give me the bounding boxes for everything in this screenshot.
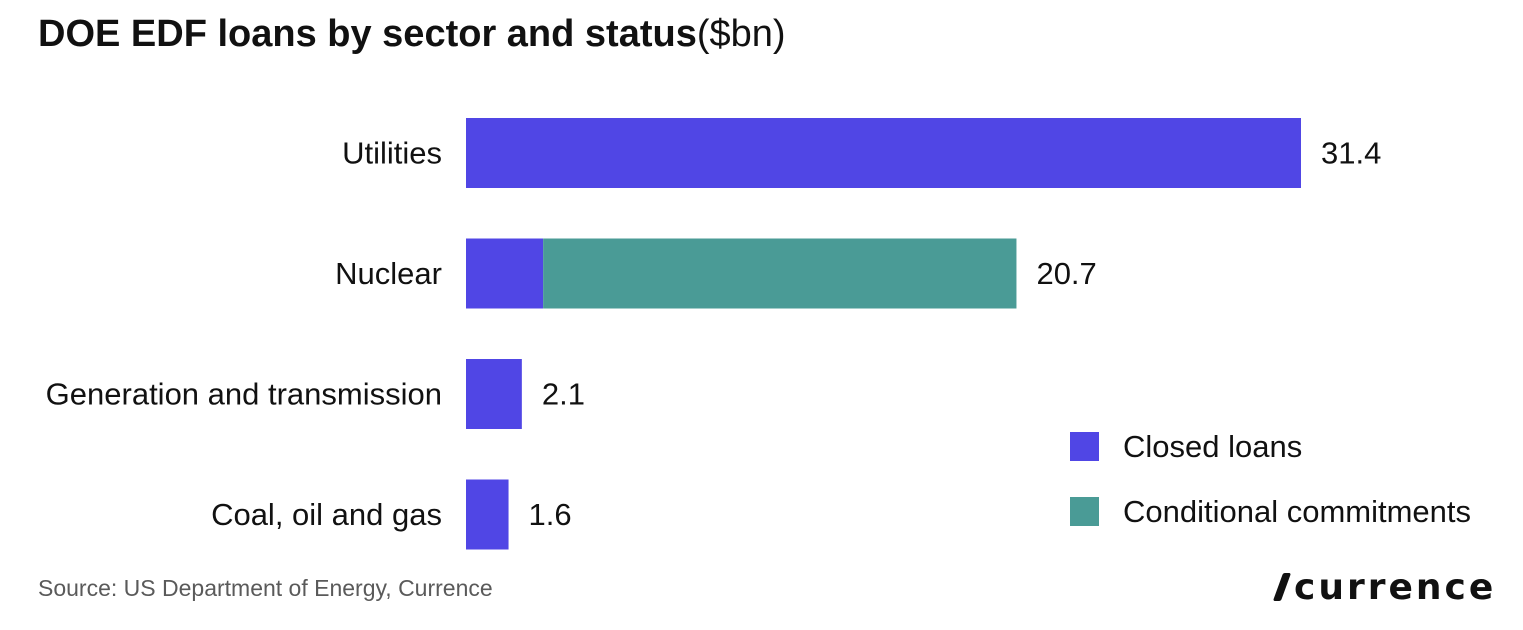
bar-utilities-closed-loans: [466, 118, 1301, 188]
legend-swatch-conditional-commitments: [1070, 497, 1099, 526]
legend-label-conditional-commitments: Conditional commitments: [1123, 494, 1471, 529]
bar-generation-and-transmission-closed-loans: [466, 359, 522, 429]
source-note: Source: US Department of Energy, Currenc…: [38, 575, 493, 601]
value-label-nuclear: 20.7: [1036, 256, 1096, 291]
chart-title-unit: ($bn): [696, 13, 786, 55]
legend-label-closed-loans: Closed loans: [1123, 429, 1302, 464]
category-label-generation-and-transmission: Generation and transmission: [46, 377, 442, 412]
bar-coal-oil-and-gas-closed-loans: [466, 479, 509, 550]
bars-layer: Utilities 31.4 Nuclear 20.7 Generation and t…: [46, 118, 1381, 550]
bar-nuclear-conditional-commitments: [543, 238, 1017, 309]
category-label-utilities: Utilities: [342, 136, 442, 171]
chart-title: DOE EDF loans by sector and status($bn): [38, 10, 786, 58]
currence-logo: currence: [1272, 562, 1497, 612]
value-label-coal-oil-and-gas: 1.6: [529, 497, 572, 532]
chart-title-main: DOE EDF loans by sector and status: [38, 13, 697, 55]
bar-nuclear-closed-loans: [466, 238, 544, 309]
legend-swatch-closed-loans: [1070, 432, 1099, 461]
category-label-nuclear: Nuclear: [335, 256, 442, 291]
value-label-generation-and-transmission: 2.1: [542, 377, 585, 412]
value-label-utilities: 31.4: [1321, 136, 1381, 171]
category-label-coal-oil-and-gas: Coal, oil and gas: [211, 497, 442, 532]
legend: Closed loans Conditional commitments: [1070, 429, 1471, 529]
logo-text: currence: [1294, 566, 1497, 608]
